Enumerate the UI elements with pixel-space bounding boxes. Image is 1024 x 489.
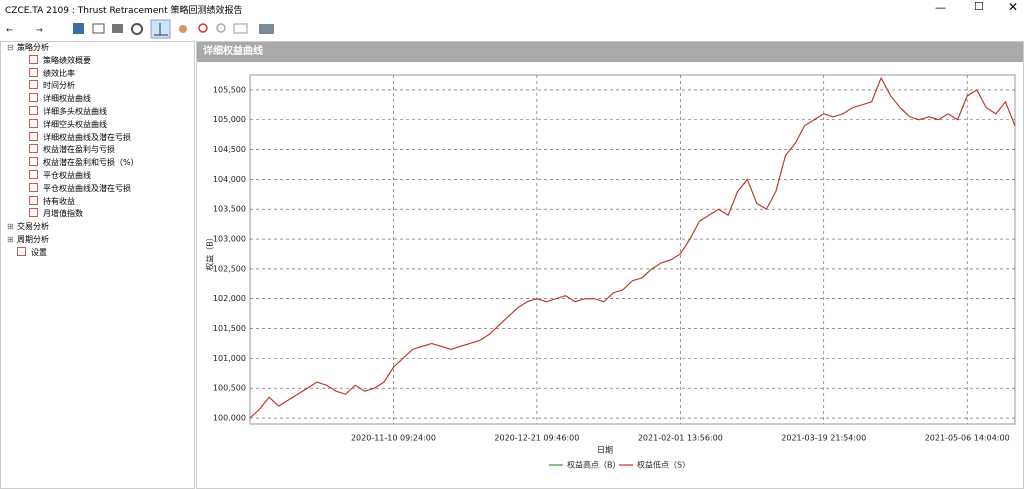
panel-title: 详细权益曲线: [197, 42, 1023, 62]
y-tick-label: 101,500: [213, 324, 246, 333]
back[interactable]: ←: [6, 26, 13, 35]
tree-item[interactable]: 持有收益: [1, 195, 194, 209]
item-icon: [17, 246, 26, 256]
tree-item[interactable]: ⊞ 交易分析: [1, 221, 194, 234]
tree-item[interactable]: 设置: [1, 246, 194, 260]
y-tick-label: 105,000: [213, 115, 246, 124]
tree-item[interactable]: 详细权益曲线: [1, 93, 194, 106]
maximize[interactable]: ☐: [974, 0, 984, 13]
close[interactable]: ✕: [1008, 0, 1019, 14]
item-label: 详细多头权益曲线: [43, 106, 107, 116]
x-axis-label: 日期: [597, 446, 613, 455]
item-label: 策略绩效概要: [43, 55, 91, 65]
y-axis-label: 权益（B）: [205, 233, 215, 271]
item-icon: [29, 195, 38, 205]
item-icon: [29, 182, 38, 192]
expander[interactable]: ⊞: [7, 234, 14, 244]
item-label: 策略分析: [17, 43, 49, 52]
item-label: 绩效比率: [43, 68, 75, 78]
y-tick-label: 100,000: [213, 414, 246, 423]
y-tick-label: 104,500: [213, 145, 246, 154]
legend-label: 权益高点（B）: [567, 460, 621, 470]
toolbar: ← →: [6, 19, 274, 39]
y-tick-label: 105,500: [213, 85, 246, 94]
item-icon: [29, 169, 38, 179]
crosshair-icon: [154, 23, 168, 36]
item-label: 详细权益曲线: [43, 94, 91, 104]
tree-item[interactable]: 时间分析: [1, 80, 194, 93]
forward[interactable]: →: [36, 26, 43, 35]
item-icon: [29, 157, 38, 167]
item-label: 交易分析: [17, 222, 49, 232]
tree-item[interactable]: 详细多头权益曲线: [1, 105, 194, 119]
tree-item[interactable]: ⊟ 策略分析: [1, 42, 194, 55]
x-tick-label: 2020-11-10 09:24:00: [351, 434, 436, 443]
item-label: 持有收益: [43, 196, 75, 206]
x-tick-label: 2021-03-19 21:54:00: [781, 434, 866, 443]
window-title: CZCE.TA 2109 : Thrust Retracement 策略回测绩效…: [5, 6, 243, 16]
item-icon: [29, 93, 38, 103]
series-line: [249, 76, 1016, 419]
item-icon: [29, 131, 38, 141]
item-label: 月增值指数: [43, 209, 83, 219]
zoom-out[interactable]: [216, 23, 226, 33]
save[interactable]: [73, 23, 84, 34]
title-bar: CZCE.TA 2109 : Thrust Retracement 策略回测绩效…: [0, 0, 1024, 18]
item-label: 权益潜在盈利与亏损: [43, 145, 115, 155]
item-label: 详细空头权益曲线: [43, 119, 107, 129]
x-tick-label: 2020-12-21 09:46:00: [494, 434, 579, 443]
tree-panel: ⊟ 策略分析 策略绩效概要 绩效比率 时间分析 详细权益曲线 详细多头权益曲线 详细空头权益曲…: [0, 41, 195, 489]
expander[interactable]: ⊟: [7, 43, 14, 52]
export[interactable]: [92, 23, 105, 34]
item-label: 平仓权益曲线及潜在亏损: [43, 183, 131, 193]
y-tick-label: 104,000: [213, 175, 246, 184]
tree-item[interactable]: 平仓权益曲线: [1, 169, 194, 183]
legend-label: 权益低点（S）: [637, 460, 690, 470]
tree-item[interactable]: 策略绩效概要: [1, 54, 194, 68]
chart-type[interactable]: [259, 24, 274, 34]
tree-item[interactable]: 平仓权益曲线及潜在亏损: [1, 182, 194, 196]
item-label: 周期分析: [17, 234, 49, 244]
print[interactable]: [112, 24, 123, 33]
item-icon: [29, 67, 38, 77]
zoom-in[interactable]: [198, 23, 208, 33]
item-icon: [29, 105, 38, 115]
item-icon: [29, 80, 38, 90]
tree-item[interactable]: 权益潜在盈利与亏损: [1, 144, 194, 157]
item-icon: [29, 54, 38, 64]
y-tick-label: 100,500: [213, 384, 246, 393]
y-tick-label: 103,500: [213, 205, 246, 214]
y-tick-label: 102,500: [213, 264, 246, 273]
item-icon: [29, 208, 38, 218]
item-icon: [29, 144, 38, 154]
tree-item[interactable]: ⊞ 周期分析: [1, 234, 194, 247]
plot-area: [249, 74, 1016, 425]
y-tick-label: 102,000: [213, 294, 246, 303]
series-line: [249, 76, 1016, 419]
tree-item[interactable]: 权益潜在盈利和亏损（%）: [1, 157, 194, 170]
item-label: 权益潜在盈利和亏损（%）: [43, 158, 139, 168]
chart: 权益（B） 日期 100,000 100,500 101,000 101,500 102…: [205, 74, 1016, 470]
tree-item[interactable]: 月增值指数: [1, 208, 194, 221]
pan[interactable]: [179, 25, 187, 33]
tree-item[interactable]: 详细空头权益曲线: [1, 118, 194, 132]
expander[interactable]: ⊞: [7, 222, 14, 232]
x-tick-label: 2021-05-06 14:04:00: [925, 434, 1010, 443]
y-tick-label: 103,000: [213, 235, 246, 244]
y-tick-label: 101,000: [213, 354, 246, 363]
item-label: 平仓权益曲线: [43, 170, 91, 180]
minimize[interactable]: —: [935, 1, 946, 14]
x-tick-label: 2021-02-01 13:56:00: [638, 434, 723, 443]
fit[interactable]: [233, 23, 248, 34]
settings[interactable]: [131, 23, 143, 35]
item-label: 时间分析: [43, 81, 75, 91]
item-label: 详细权益曲线及潜在亏损: [43, 132, 131, 142]
item-icon: [29, 118, 38, 128]
tree-item[interactable]: 详细权益曲线及潜在亏损: [1, 131, 194, 145]
tree-item[interactable]: 绩效比率: [1, 67, 194, 81]
item-label: 设置: [31, 247, 47, 257]
